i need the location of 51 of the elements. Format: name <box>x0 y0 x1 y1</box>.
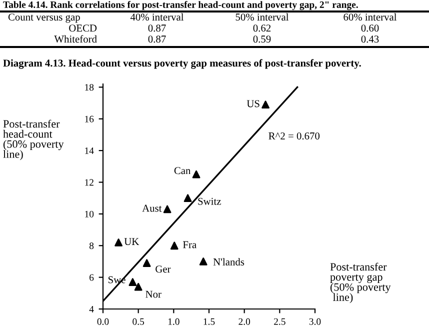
x-axis-title: Post-transfer poverty gap (50% poverty line) <box>330 262 391 304</box>
x-tick-label: 1.0 <box>168 318 180 325</box>
point <box>114 238 122 246</box>
text: 0.87 <box>148 24 166 32</box>
text: 0.62 <box>253 24 271 32</box>
text: 50% interval <box>236 13 289 21</box>
annotation: US <box>246 100 260 108</box>
text: 0.43 <box>361 36 379 43</box>
point <box>262 100 270 109</box>
text: Count versus gap <box>8 14 80 23</box>
annotation: Ger <box>156 266 171 273</box>
annotation: UK <box>124 238 140 246</box>
y-axis-title: Post-transfer head-count (50% poverty line) <box>3 120 64 160</box>
annotation: Can <box>174 167 191 174</box>
annotation: Aust <box>142 204 162 212</box>
text: OECD <box>69 24 97 32</box>
y-tick-label: 18 <box>85 84 94 91</box>
text: 60% interval <box>344 13 397 21</box>
text: 0.60 <box>361 24 379 32</box>
x-tick-label: 0.5 <box>132 318 144 325</box>
text: Whiteford <box>54 35 97 43</box>
point <box>184 194 192 202</box>
point <box>142 259 151 267</box>
x-tick-label: 3.0 <box>309 318 321 325</box>
x-tick-label: 0.0 <box>97 318 109 325</box>
x-tick-label: 2.0 <box>238 318 250 325</box>
text: 0.59 <box>253 36 271 43</box>
text: 40% interval <box>130 13 184 21</box>
caption: Table 4.14. Rank correlations for post-transfer head-count and poverty gap, 2" range. <box>3 1 358 10</box>
point <box>199 258 208 266</box>
point <box>170 242 178 250</box>
y-tick-label: 8 <box>89 242 94 250</box>
annotation: N'lands <box>213 258 244 266</box>
y-tick-label: 12 <box>85 179 94 186</box>
annotation: Fra <box>183 241 196 248</box>
annotation: Nor <box>146 290 162 298</box>
x-tick-label: 1.5 <box>204 318 215 325</box>
y-tick-label: 4 <box>89 306 94 312</box>
y-tick-label: 6 <box>90 274 94 281</box>
x-tick-label: 2.5 <box>274 318 286 325</box>
y-tick-label: 10 <box>85 210 94 218</box>
point <box>163 205 172 214</box>
y-tick-label: 16 <box>85 116 94 122</box>
annotation: Switz <box>198 198 221 205</box>
point <box>134 282 142 291</box>
point <box>128 278 137 286</box>
point <box>192 170 200 178</box>
annotation: R^2 = 0.670 <box>268 132 320 140</box>
y-tick-label: 14 <box>85 148 94 154</box>
text: 0.87 <box>148 36 166 43</box>
chart-title: Diagram 4.13. Head-count versus poverty gap measures of post-transfer poverty. <box>3 59 361 69</box>
